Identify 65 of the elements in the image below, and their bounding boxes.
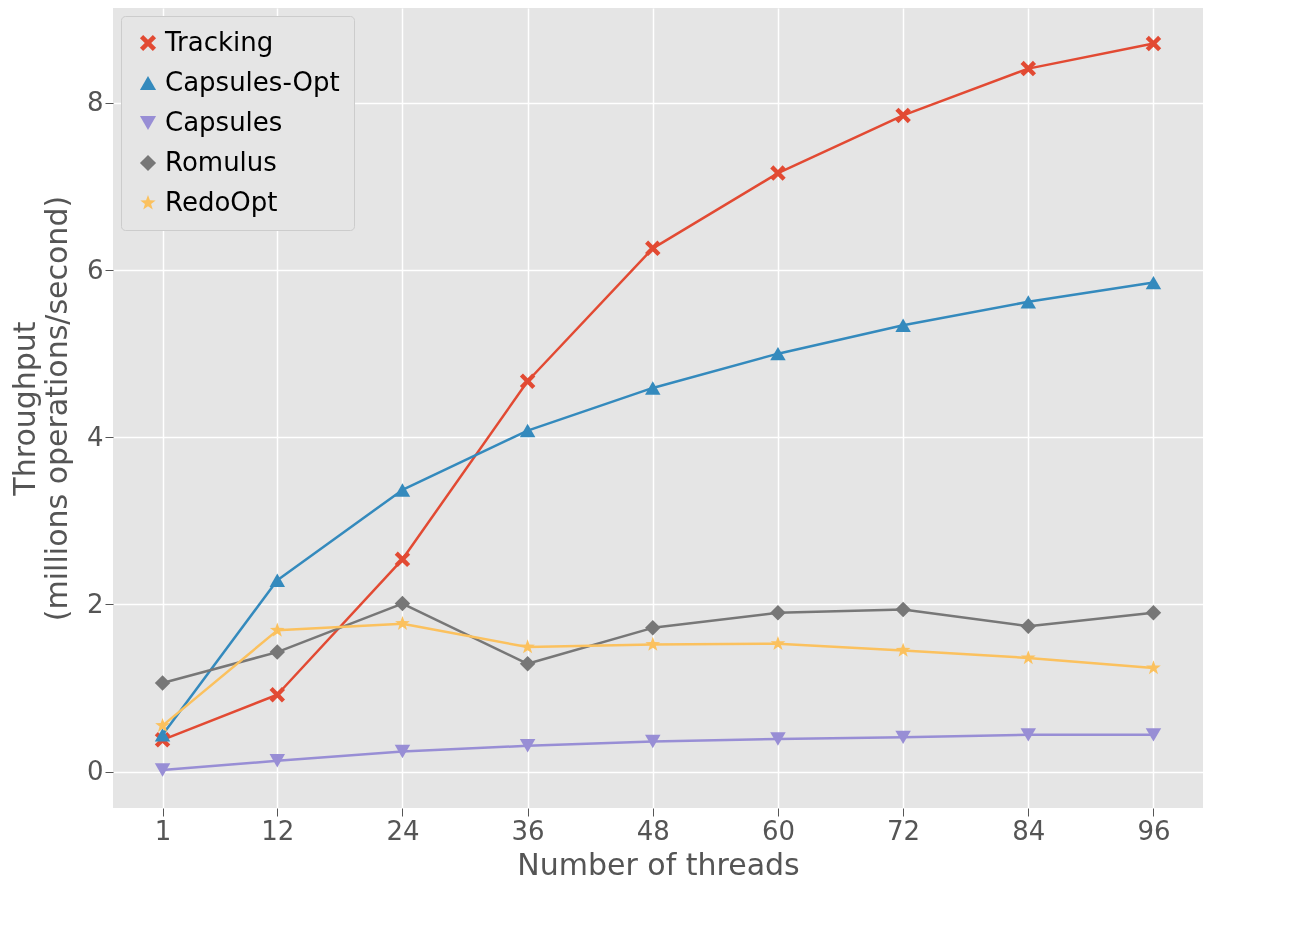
- y-tick-label: 4: [86, 421, 104, 452]
- point: [645, 636, 661, 651]
- x-tick-label: 1: [154, 815, 172, 846]
- y-axis-title: Throughput (millions operations/second): [6, 195, 74, 622]
- x-axis-title: Number of threads: [517, 846, 800, 882]
- point: [520, 639, 535, 654]
- y-tick-label: 2: [86, 588, 104, 619]
- point: [1020, 295, 1037, 309]
- point: [1145, 35, 1162, 52]
- point: [394, 744, 411, 759]
- point: [895, 601, 911, 618]
- point: [1020, 650, 1036, 665]
- legend-label: Tracking: [164, 27, 274, 57]
- point: [269, 622, 285, 637]
- point: [770, 165, 786, 181]
- x-tick-label: 48: [636, 815, 670, 846]
- point: [269, 686, 286, 703]
- legend-label: Capsules-Opt: [165, 67, 340, 97]
- point: [519, 423, 536, 438]
- point: [394, 483, 411, 497]
- x-tick-label: 96: [1137, 815, 1171, 846]
- x-tick-label: 84: [1012, 815, 1046, 846]
- legend-label: RedoOpt: [165, 187, 278, 217]
- x-tick-label: 60: [761, 815, 795, 846]
- x-tick-label: 24: [386, 815, 420, 846]
- point: [269, 644, 286, 660]
- point: [645, 734, 661, 749]
- point: [154, 763, 171, 777]
- y-tick-label: 8: [86, 87, 104, 118]
- point: [394, 551, 411, 568]
- point: [895, 730, 911, 745]
- point: [1146, 660, 1161, 675]
- point: [394, 595, 411, 612]
- point: [269, 754, 286, 768]
- point: [519, 373, 536, 389]
- point: [1020, 728, 1037, 742]
- point: [519, 739, 536, 753]
- point: [770, 346, 786, 361]
- x-tick-label: 72: [887, 815, 921, 846]
- legend-label: Romulus: [165, 147, 277, 177]
- point: [895, 318, 911, 332]
- point: [645, 381, 661, 395]
- point: [770, 732, 786, 746]
- point: [154, 675, 171, 691]
- point: [519, 656, 536, 672]
- x-tick-label: 36: [511, 815, 545, 846]
- point: [155, 717, 170, 732]
- point: [1020, 618, 1037, 634]
- point: [1020, 60, 1037, 77]
- point: [269, 573, 286, 587]
- point: [1145, 605, 1162, 621]
- point: [645, 620, 661, 636]
- point: [395, 615, 410, 630]
- x-tick-label: 12: [261, 815, 295, 846]
- point: [645, 240, 661, 257]
- point: [1145, 728, 1162, 742]
- point: [770, 635, 786, 651]
- point: [770, 605, 786, 621]
- point: [895, 107, 911, 124]
- legend-label: Capsules: [165, 107, 283, 137]
- point: [154, 728, 171, 742]
- point: [895, 642, 911, 657]
- point: [1145, 275, 1162, 290]
- y-tick-label: 0: [86, 756, 104, 787]
- y-tick-label: 6: [86, 254, 104, 285]
